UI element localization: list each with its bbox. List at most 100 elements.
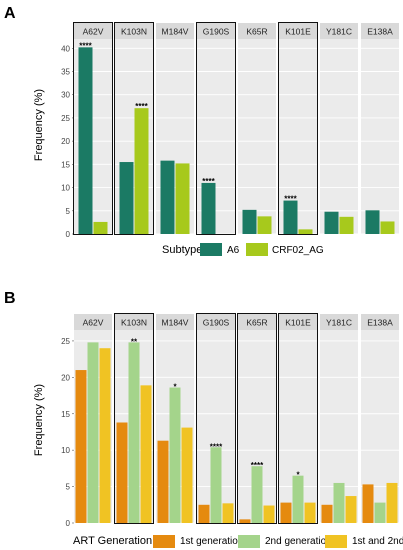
a-significance-marker: **** <box>284 195 297 204</box>
b-bar <box>333 482 345 523</box>
a-facet-strip <box>238 23 276 39</box>
b-bar <box>75 370 87 523</box>
panel-b-legend-label-1: 1st generation <box>180 536 243 547</box>
b-facet-strip <box>320 314 358 330</box>
b-significance-marker: **** <box>210 442 223 451</box>
b-bar <box>87 342 99 523</box>
panel-a-legend-label-1: A6 <box>227 245 240 256</box>
b-bar <box>198 504 210 523</box>
panel-b-legend-key-1 <box>153 535 175 548</box>
a-bar <box>283 200 298 234</box>
b-bar <box>374 502 386 523</box>
b-bar <box>140 385 152 523</box>
b-facet-label: K101E <box>285 318 311 328</box>
b-significance-marker: * <box>173 383 177 392</box>
a-ytick-label: 40 <box>61 44 70 53</box>
b-facet-label: Y181C <box>326 318 352 328</box>
a-bar <box>134 108 149 234</box>
b-ytick-label: 5 <box>66 483 71 492</box>
b-ytick-label: 10 <box>61 446 70 455</box>
b-bar <box>263 505 275 523</box>
a-bar <box>365 210 380 234</box>
b-facet-strip <box>74 314 112 330</box>
panel-b-legend-label-2: 2nd generation <box>265 536 332 547</box>
b-bar <box>280 502 292 523</box>
a-facet-label: E138A <box>367 27 393 37</box>
b-facet-outline <box>237 313 277 524</box>
a-bar <box>298 229 313 234</box>
a-facet-label: K103N <box>121 27 147 37</box>
a-bar <box>324 211 339 234</box>
b-bar <box>99 348 111 523</box>
b-bar <box>362 484 374 523</box>
panel-a-legend-title: Subtype <box>162 244 202 256</box>
b-facet-label: A62V <box>83 318 104 328</box>
a-bar <box>380 221 395 234</box>
a-significance-marker: **** <box>79 41 92 50</box>
a-facet-strip <box>74 23 112 39</box>
a-facet-label: Y181C <box>326 27 352 37</box>
a-facet-outline <box>114 22 154 235</box>
panel-b-legend-title: ART Generation <box>73 535 152 547</box>
a-bar <box>257 216 272 234</box>
b-bar <box>210 447 222 523</box>
b-bar <box>321 504 333 523</box>
b-facet-label: G190S <box>203 318 230 328</box>
b-bar <box>304 502 316 523</box>
a-ytick-label: 30 <box>61 91 70 100</box>
a-significance-marker: **** <box>135 102 148 111</box>
b-bar <box>345 496 357 523</box>
panel-b-legend-key-2 <box>238 535 260 548</box>
b-bar <box>128 342 140 523</box>
a-facet-background <box>238 39 276 234</box>
a-bar <box>201 182 216 234</box>
b-ytick-label: 25 <box>61 337 70 346</box>
a-bar <box>242 209 257 234</box>
a-facet-strip <box>156 23 194 39</box>
a-bar <box>119 162 134 234</box>
b-significance-marker: ** <box>131 337 138 346</box>
b-facet-strip <box>156 314 194 330</box>
b-ytick-label: 20 <box>61 373 70 382</box>
b-facet-strip <box>197 314 235 330</box>
a-significance-marker: **** <box>202 177 215 186</box>
a-facet-background <box>361 39 399 234</box>
b-significance-marker: **** <box>251 461 264 470</box>
b-facet-label: K65R <box>246 318 267 328</box>
a-ytick-label: 0 <box>66 230 71 239</box>
a-facet-strip <box>320 23 358 39</box>
b-ytick-label: 0 <box>66 519 71 528</box>
a-ytick-label: 20 <box>61 137 70 146</box>
a-ytick-label: 25 <box>61 114 70 123</box>
b-facet-label: M184V <box>162 318 189 328</box>
a-ytick-label: 35 <box>61 68 70 77</box>
a-facet-background <box>320 39 358 234</box>
a-facet-label: G190S <box>203 27 230 37</box>
a-facet-label: A62V <box>83 27 104 37</box>
b-facet-label: E138A <box>367 318 393 328</box>
panel-b-legend-label-3: 1st and 2nd <box>352 536 403 547</box>
a-ytick-label: 5 <box>66 207 71 216</box>
panel-a-legend-label-2: CRF02_AG <box>272 245 324 256</box>
b-facet-label: K103N <box>121 318 147 328</box>
b-facet-outline <box>278 313 318 524</box>
panel-b-ylabel: Frequency (%) <box>33 384 45 456</box>
b-bar <box>169 387 181 523</box>
b-ytick-label: 15 <box>61 410 70 419</box>
b-bar <box>222 503 234 523</box>
a-facet-strip <box>115 23 153 39</box>
a-facet-strip <box>361 23 399 39</box>
b-bar <box>386 482 398 523</box>
a-facet-outline <box>73 22 113 235</box>
a-facet-label: M184V <box>162 27 189 37</box>
b-significance-marker: * <box>296 471 300 480</box>
b-facet-strip <box>279 314 317 330</box>
b-bar <box>251 466 263 523</box>
a-bar <box>339 216 354 234</box>
panel-b-plot: 0 5 10 15 20 25 A62V K103N ** M184V * G190S **** K65R… <box>61 313 399 528</box>
panel-b-legend-key-3 <box>325 535 347 548</box>
a-facet-label: K101E <box>285 27 311 37</box>
b-facet-strip <box>115 314 153 330</box>
b-facet-outline <box>114 313 154 524</box>
